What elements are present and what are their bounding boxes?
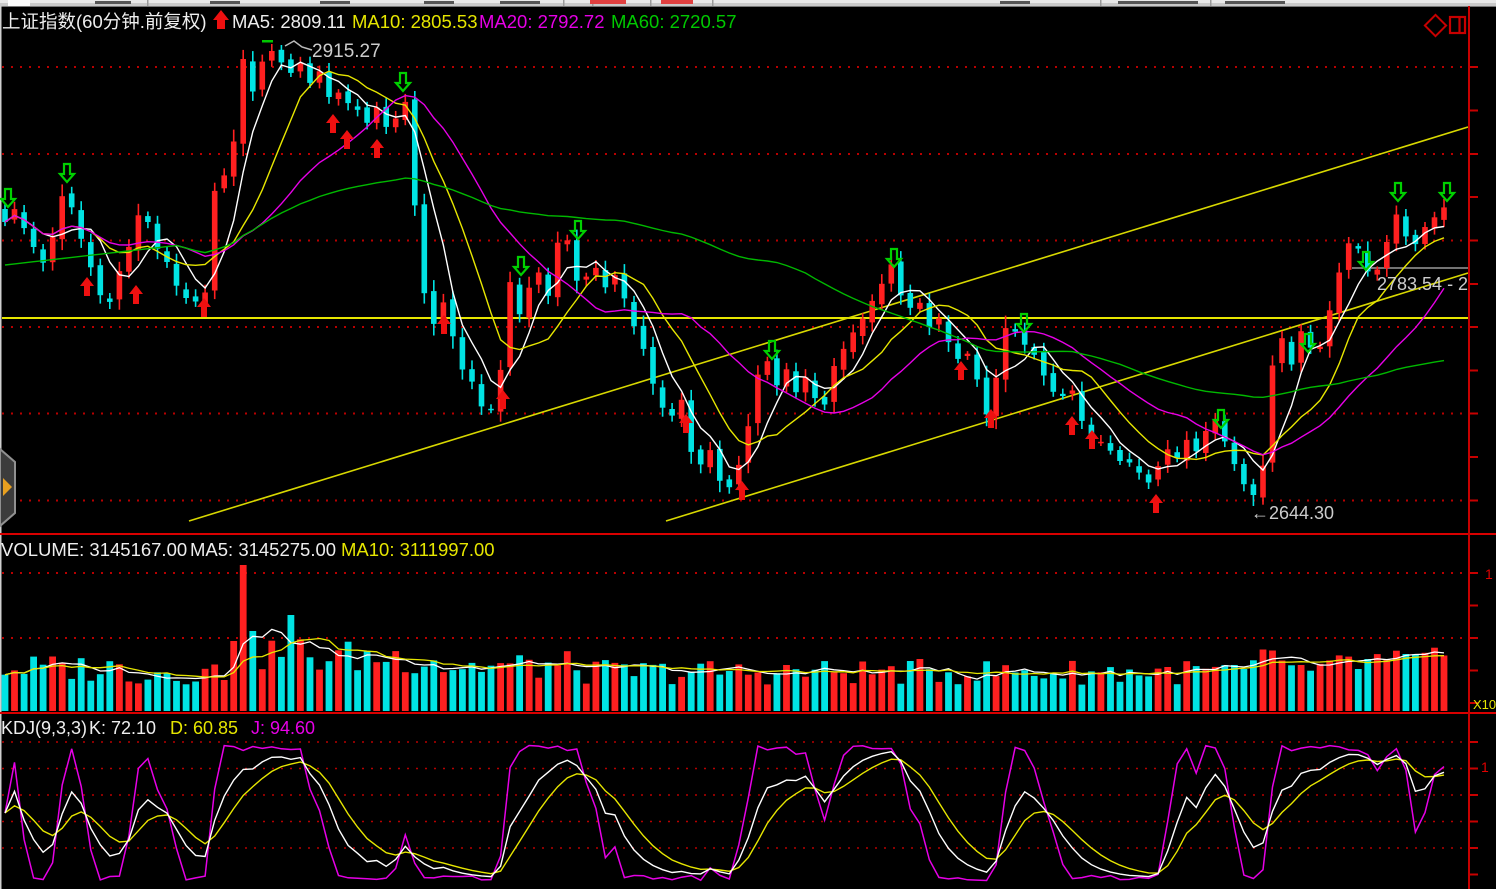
svg-text:MA10: 2805.53: MA10: 2805.53 <box>352 11 477 32</box>
svg-text:KDJ(9,3,3): KDJ(9,3,3) <box>1 718 87 738</box>
svg-text:MA5: 2809.11: MA5: 2809.11 <box>232 11 346 32</box>
svg-text:←2644.30: ←2644.30 <box>1251 503 1334 523</box>
svg-text:MA10: 3111997.00: MA10: 3111997.00 <box>341 539 495 560</box>
svg-text:VOLUME: 3145167.00: VOLUME: 3145167.00 <box>1 539 187 560</box>
svg-text:1: 1 <box>1485 566 1493 582</box>
svg-text:上证指数(60分钟.前复权): 上证指数(60分钟.前复权) <box>2 11 207 32</box>
svg-text:2783.54 - 2: 2783.54 - 2 <box>1377 274 1468 294</box>
svg-text:2915.27: 2915.27 <box>312 41 381 62</box>
svg-text:1: 1 <box>1481 759 1489 775</box>
svg-text:MA20: 2792.72: MA20: 2792.72 <box>479 11 604 32</box>
svg-text:X10: X10 <box>1473 697 1496 712</box>
svg-text:J: 94.60: J: 94.60 <box>251 718 315 738</box>
svg-text:MA60: 2720.57: MA60: 2720.57 <box>611 11 736 32</box>
svg-text:D: 60.85: D: 60.85 <box>170 718 238 738</box>
svg-text:MA5: 3145275.00: MA5: 3145275.00 <box>190 539 336 560</box>
svg-text:K: 72.10: K: 72.10 <box>89 718 156 738</box>
